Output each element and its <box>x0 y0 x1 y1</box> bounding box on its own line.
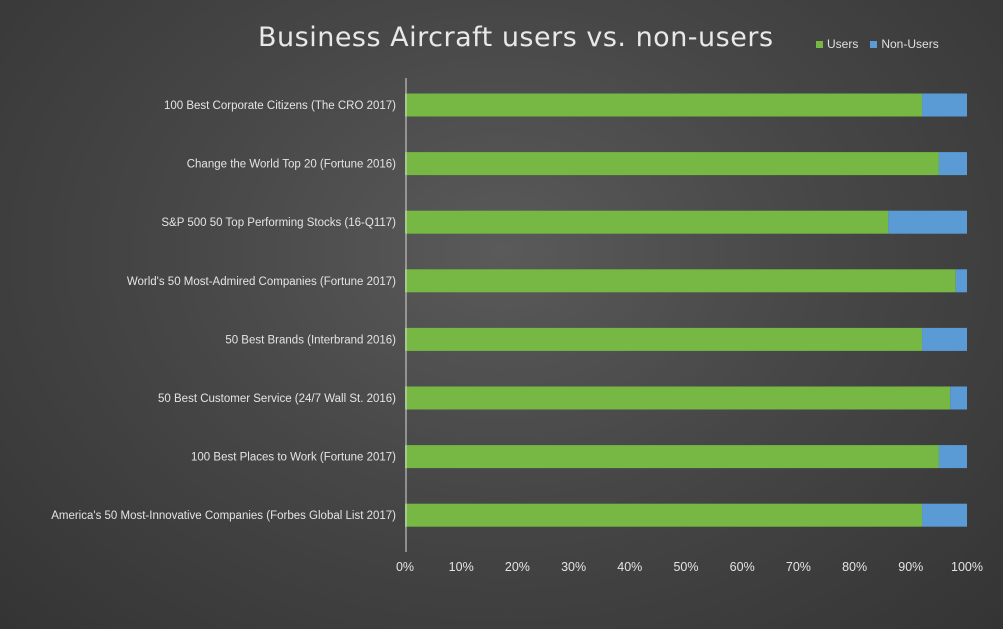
x-tick-label-3: 30% <box>561 560 586 574</box>
bar-non-users-5 <box>950 386 967 410</box>
category-label-4: 50 Best Brands (Interbrand 2016) <box>225 334 396 346</box>
bar-users-5 <box>405 386 951 410</box>
x-tick-label-4: 40% <box>617 560 642 574</box>
x-tick-label-9: 90% <box>898 560 923 574</box>
x-tick-label-7: 70% <box>786 560 811 574</box>
bar-users-0 <box>405 93 923 117</box>
category-labels: 100 Best Corporate Citizens (The CRO 201… <box>51 100 396 522</box>
bar-non-users-1 <box>938 152 967 176</box>
x-tick-labels: 0% 10% 20% 30% 40% 50% 60% 70% 80% 90% 100% <box>396 560 983 574</box>
bar-non-users-2 <box>888 210 967 234</box>
bar-non-users-4 <box>922 327 967 351</box>
bar-non-users-7 <box>922 503 967 527</box>
category-label-0: 100 Best Corporate Citizens (The CRO 201… <box>164 100 396 112</box>
legend-swatch-non-users <box>870 40 878 48</box>
category-label-3: World's 50 Most-Admired Companies (Fortu… <box>127 276 396 288</box>
category-label-5: 50 Best Customer Service (24/7 Wall St. … <box>158 393 396 405</box>
legend-label-non-users: Non-Users <box>881 37 939 51</box>
bar-users-4 <box>405 327 923 351</box>
x-tick-label-5: 50% <box>673 560 698 574</box>
category-label-7: America's 50 Most-Innovative Companies (… <box>51 510 396 522</box>
bar-non-users-6 <box>938 445 967 469</box>
bar-users-7 <box>405 503 923 527</box>
legend-item-users: Users <box>816 37 858 51</box>
x-tick-label-6: 60% <box>730 560 755 574</box>
bar-non-users-3 <box>955 269 967 293</box>
category-label-2: S&P 500 50 Top Performing Stocks (16-Q11… <box>161 217 396 229</box>
x-tick-label-2: 20% <box>505 560 530 574</box>
bar-non-users-0 <box>922 93 967 117</box>
legend-label-users: Users <box>827 37 859 51</box>
legend-item-non-users: Non-Users <box>870 37 939 51</box>
x-tick-label-8: 80% <box>842 560 867 574</box>
category-label-1: Change the World Top 20 (Fortune 2016) <box>187 159 396 171</box>
x-tick-label-1: 10% <box>449 560 474 574</box>
bar-users-3 <box>405 269 956 293</box>
category-label-6: 100 Best Places to Work (Fortune 2017) <box>191 452 396 464</box>
x-tick-label-10: 100% <box>951 560 983 574</box>
legend: Users Non-Users <box>816 37 939 51</box>
bar-users-6 <box>405 445 939 469</box>
bars-group <box>405 93 967 527</box>
x-tick-label-0: 0% <box>396 560 414 574</box>
legend-swatch-users <box>816 40 823 48</box>
bar-users-2 <box>405 210 889 234</box>
chart-title: Business Aircraft users vs. non-users <box>258 22 774 53</box>
bar-users-1 <box>405 152 939 176</box>
